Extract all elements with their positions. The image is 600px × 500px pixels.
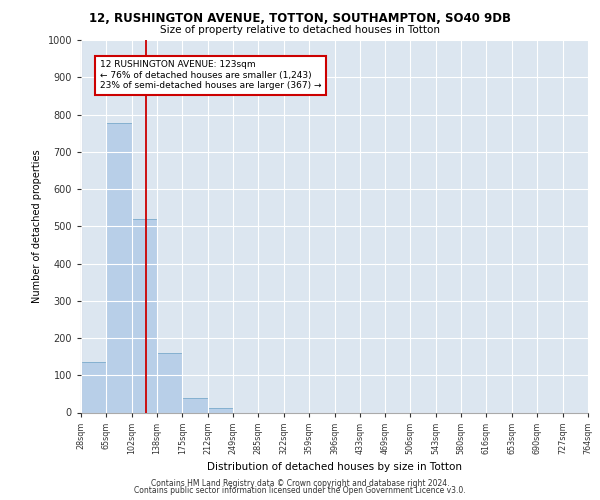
Text: 12, RUSHINGTON AVENUE, TOTTON, SOUTHAMPTON, SO40 9DB: 12, RUSHINGTON AVENUE, TOTTON, SOUTHAMPT… — [89, 12, 511, 26]
Bar — [81, 362, 106, 412]
X-axis label: Distribution of detached houses by size in Totton: Distribution of detached houses by size … — [207, 462, 462, 472]
Bar — [132, 219, 157, 412]
Text: 12 RUSHINGTON AVENUE: 123sqm
← 76% of detached houses are smaller (1,243)
23% of: 12 RUSHINGTON AVENUE: 123sqm ← 76% of de… — [100, 60, 321, 90]
Bar — [208, 408, 233, 412]
Y-axis label: Number of detached properties: Number of detached properties — [32, 150, 42, 303]
Text: Contains public sector information licensed under the Open Government Licence v3: Contains public sector information licen… — [134, 486, 466, 495]
Bar — [182, 398, 208, 412]
Bar — [106, 122, 132, 412]
Text: Size of property relative to detached houses in Totton: Size of property relative to detached ho… — [160, 25, 440, 35]
Text: Contains HM Land Registry data © Crown copyright and database right 2024.: Contains HM Land Registry data © Crown c… — [151, 478, 449, 488]
Bar — [157, 353, 182, 412]
